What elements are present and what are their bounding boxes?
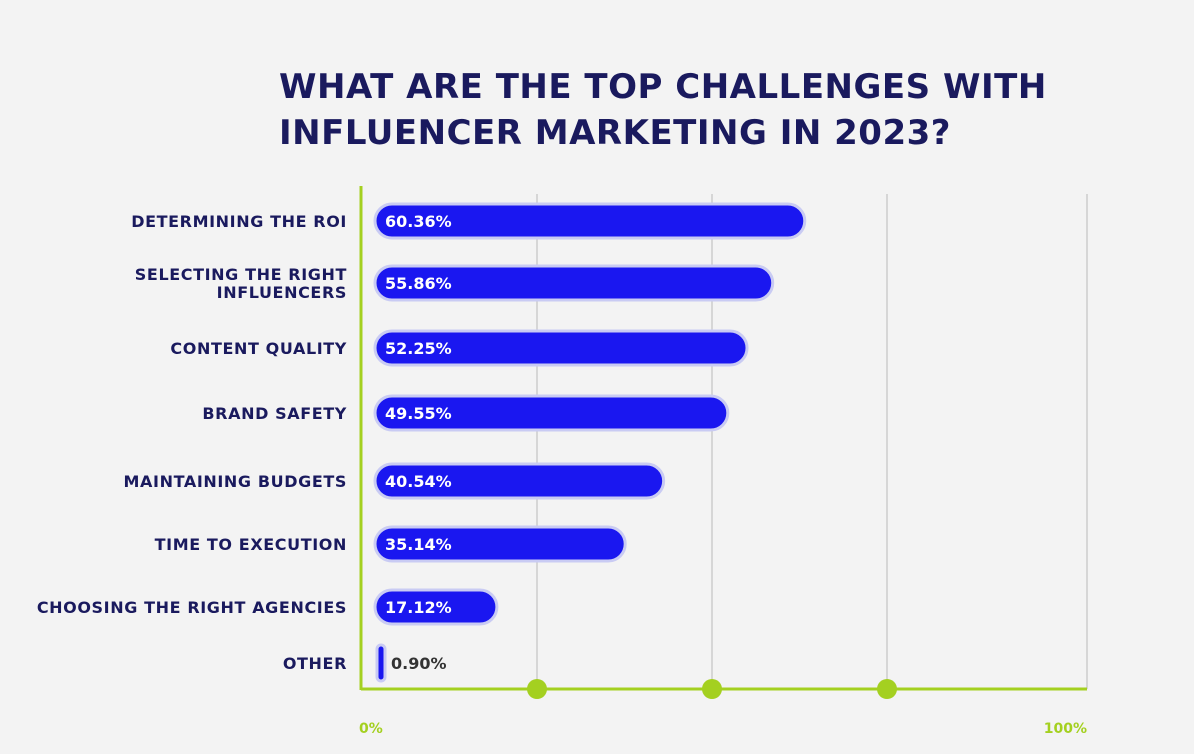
- bar: [375, 643, 387, 683]
- axis-marker-dot: [527, 679, 547, 699]
- x-tick-label-min: 0%: [359, 721, 383, 737]
- axes: 0% 100%: [359, 186, 1087, 737]
- bar-value-label: 40.54%: [385, 472, 452, 491]
- bar: [373, 525, 627, 563]
- bar: [373, 202, 807, 240]
- bar-value-label: 35.14%: [385, 535, 452, 554]
- category-label: MAINTAINING BUDGETS: [124, 472, 347, 491]
- category-label: CHOOSING THE RIGHT AGENCIES: [37, 598, 347, 617]
- bar: [373, 264, 775, 302]
- bar: [373, 329, 749, 367]
- bar-value-label: 52.25%: [385, 339, 452, 358]
- bar-value-label: 55.86%: [385, 274, 452, 293]
- chart-title: WHAT ARE THE TOP CHALLENGES WITH INFLUEN…: [279, 67, 1047, 153]
- bars: 60.36% 55.86% 52.25% 49.55% 40.54% 35.14% 17.1…: [373, 202, 807, 683]
- x-tick-label-max: 100%: [1044, 721, 1087, 737]
- category-label: TIME TO EXECUTION: [155, 535, 347, 554]
- bar-value-label: 0.90%: [391, 654, 447, 673]
- category-label: SELECTING THE RIGHT INFLUENCERS: [135, 265, 347, 302]
- category-labels: DETERMINING THE ROI SELECTING THE RIGHT IN…: [37, 212, 347, 673]
- bar: [373, 462, 666, 500]
- category-label: OTHER: [283, 654, 347, 673]
- category-label: DETERMINING THE ROI: [131, 212, 347, 231]
- bar-value-label: 17.12%: [385, 598, 452, 617]
- bar: [373, 588, 499, 626]
- category-label: BRAND SAFETY: [202, 404, 347, 423]
- axis-marker-dot: [877, 679, 897, 699]
- bar-value-label: 49.55%: [385, 404, 452, 423]
- bar: [373, 394, 730, 432]
- axis-marker-dot: [702, 679, 722, 699]
- category-label: CONTENT QUALITY: [170, 339, 347, 358]
- bar-value-label: 60.36%: [385, 212, 452, 231]
